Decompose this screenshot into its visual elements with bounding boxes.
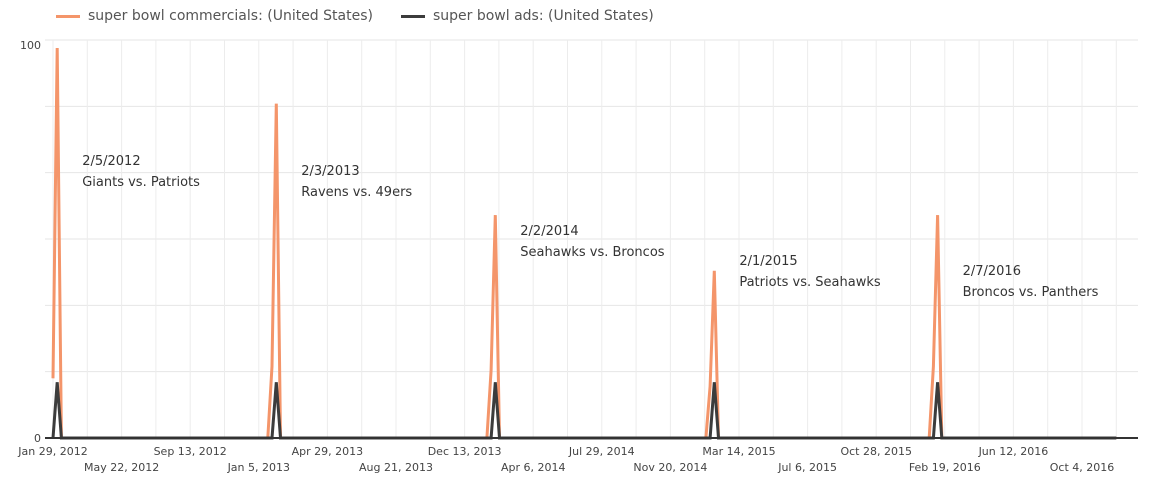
x-tick-label: Jul 6, 2015 [777, 461, 837, 474]
x-tick-label: Apr 29, 2013 [292, 445, 364, 458]
annotation-matchup: Seahawks vs. Broncos [520, 245, 664, 260]
y-tick-label-0: 0 [34, 432, 41, 445]
legend-item-ads[interactable]: super bowl ads: (United States) [400, 8, 654, 24]
annotation-date: 2/7/2016 [963, 264, 1021, 279]
x-tick-label: Aug 21, 2013 [359, 461, 433, 474]
annotation-matchup: Giants vs. Patriots [82, 175, 200, 190]
legend-item-commercials[interactable]: super bowl commercials: (United States) [56, 8, 373, 24]
annotation-matchup: Ravens vs. 49ers [301, 185, 412, 200]
legend-swatch-ads [400, 14, 425, 18]
x-tick-label: Nov 20, 2014 [633, 461, 707, 474]
x-tick-label: Oct 4, 2016 [1050, 461, 1115, 474]
x-tick-label: Apr 6, 2014 [501, 461, 566, 474]
series-line-commercials [51, 47, 1117, 440]
legend-swatch-commercials [56, 14, 80, 18]
annotation-matchup: Patriots vs. Seahawks [739, 275, 881, 290]
x-tick-label: Oct 28, 2015 [840, 445, 912, 458]
legend: super bowl commercials: (United States) … [56, 8, 654, 24]
x-tick-label: Mar 14, 2015 [702, 445, 775, 458]
x-tick-label: Sep 13, 2012 [154, 445, 227, 458]
annotation-date: 2/2/2014 [520, 224, 578, 239]
annotation-date: 2/5/2012 [82, 154, 140, 169]
annotation-date: 2/1/2015 [739, 254, 797, 269]
annotation-matchup: Broncos vs. Panthers [963, 285, 1099, 300]
x-tick-label: Jan 5, 2013 [227, 461, 290, 474]
x-tick-label: Jul 29, 2014 [568, 445, 635, 458]
x-tick-label: Dec 13, 2013 [428, 445, 502, 458]
annotation-date: 2/3/2013 [301, 164, 359, 179]
x-tick-label: Jun 12, 2016 [978, 445, 1049, 458]
x-tick-label: May 22, 2012 [84, 461, 159, 474]
series-line-ads [51, 382, 1117, 440]
legend-label-ads: super bowl ads: (United States) [432, 8, 654, 24]
x-tick-label: Feb 19, 2016 [909, 461, 981, 474]
legend-label-commercials: super bowl commercials: (United States) [88, 8, 373, 24]
x-tick-label: Jan 29, 2012 [17, 445, 87, 458]
y-tick-label-100: 100 [20, 39, 41, 52]
